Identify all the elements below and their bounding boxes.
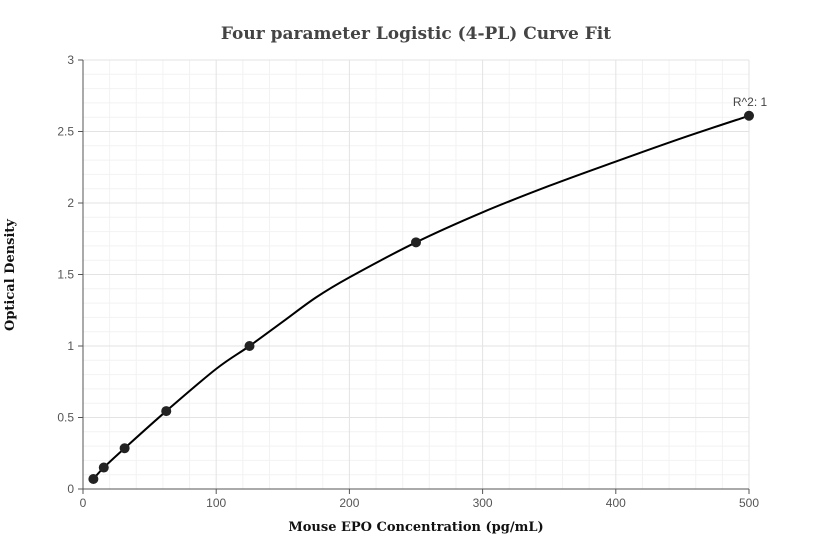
y-tick-label: 1 <box>67 339 74 353</box>
y-axis-title: Optical Density <box>3 219 18 331</box>
x-tick-label: 400 <box>606 496 626 510</box>
data-point <box>244 341 255 351</box>
data-point <box>161 406 172 417</box>
annotation-layer: R^2: 1 <box>733 95 768 109</box>
data-point <box>119 443 130 454</box>
x-axis-title: Mouse EPO Concentration (pg/mL) <box>288 520 543 535</box>
x-axis-ticks: 0 100 200 300 400 500 <box>80 489 759 510</box>
y-axis-ticks: 0 0.5 1 1.5 2 2.5 3 <box>57 53 83 496</box>
x-tick-label: 500 <box>739 496 759 510</box>
data-point <box>88 473 99 484</box>
y-tick-label: 2.5 <box>57 125 74 139</box>
data-point <box>744 110 754 121</box>
major-gridlines <box>83 59 750 489</box>
y-tick-label: 2 <box>67 196 74 210</box>
y-tick-label: 1.5 <box>57 268 74 282</box>
data-point <box>411 237 421 248</box>
x-tick-label: 300 <box>473 496 493 510</box>
r-squared-annotation: R^2: 1 <box>733 95 768 109</box>
data-point <box>98 462 109 473</box>
x-tick-label: 100 <box>206 496 226 510</box>
chart-title: Four parameter Logistic (4-PL) Curve Fit <box>221 24 611 44</box>
y-tick-label: 0.5 <box>57 411 74 425</box>
y-tick-label: 3 <box>67 53 74 67</box>
fit-curve-layer <box>92 114 750 480</box>
data-points-layer <box>88 110 754 484</box>
fit-curve-line <box>92 114 750 480</box>
x-tick-label: 0 <box>80 496 87 510</box>
y-tick-label: 0 <box>67 482 74 496</box>
x-tick-label: 200 <box>339 496 359 510</box>
